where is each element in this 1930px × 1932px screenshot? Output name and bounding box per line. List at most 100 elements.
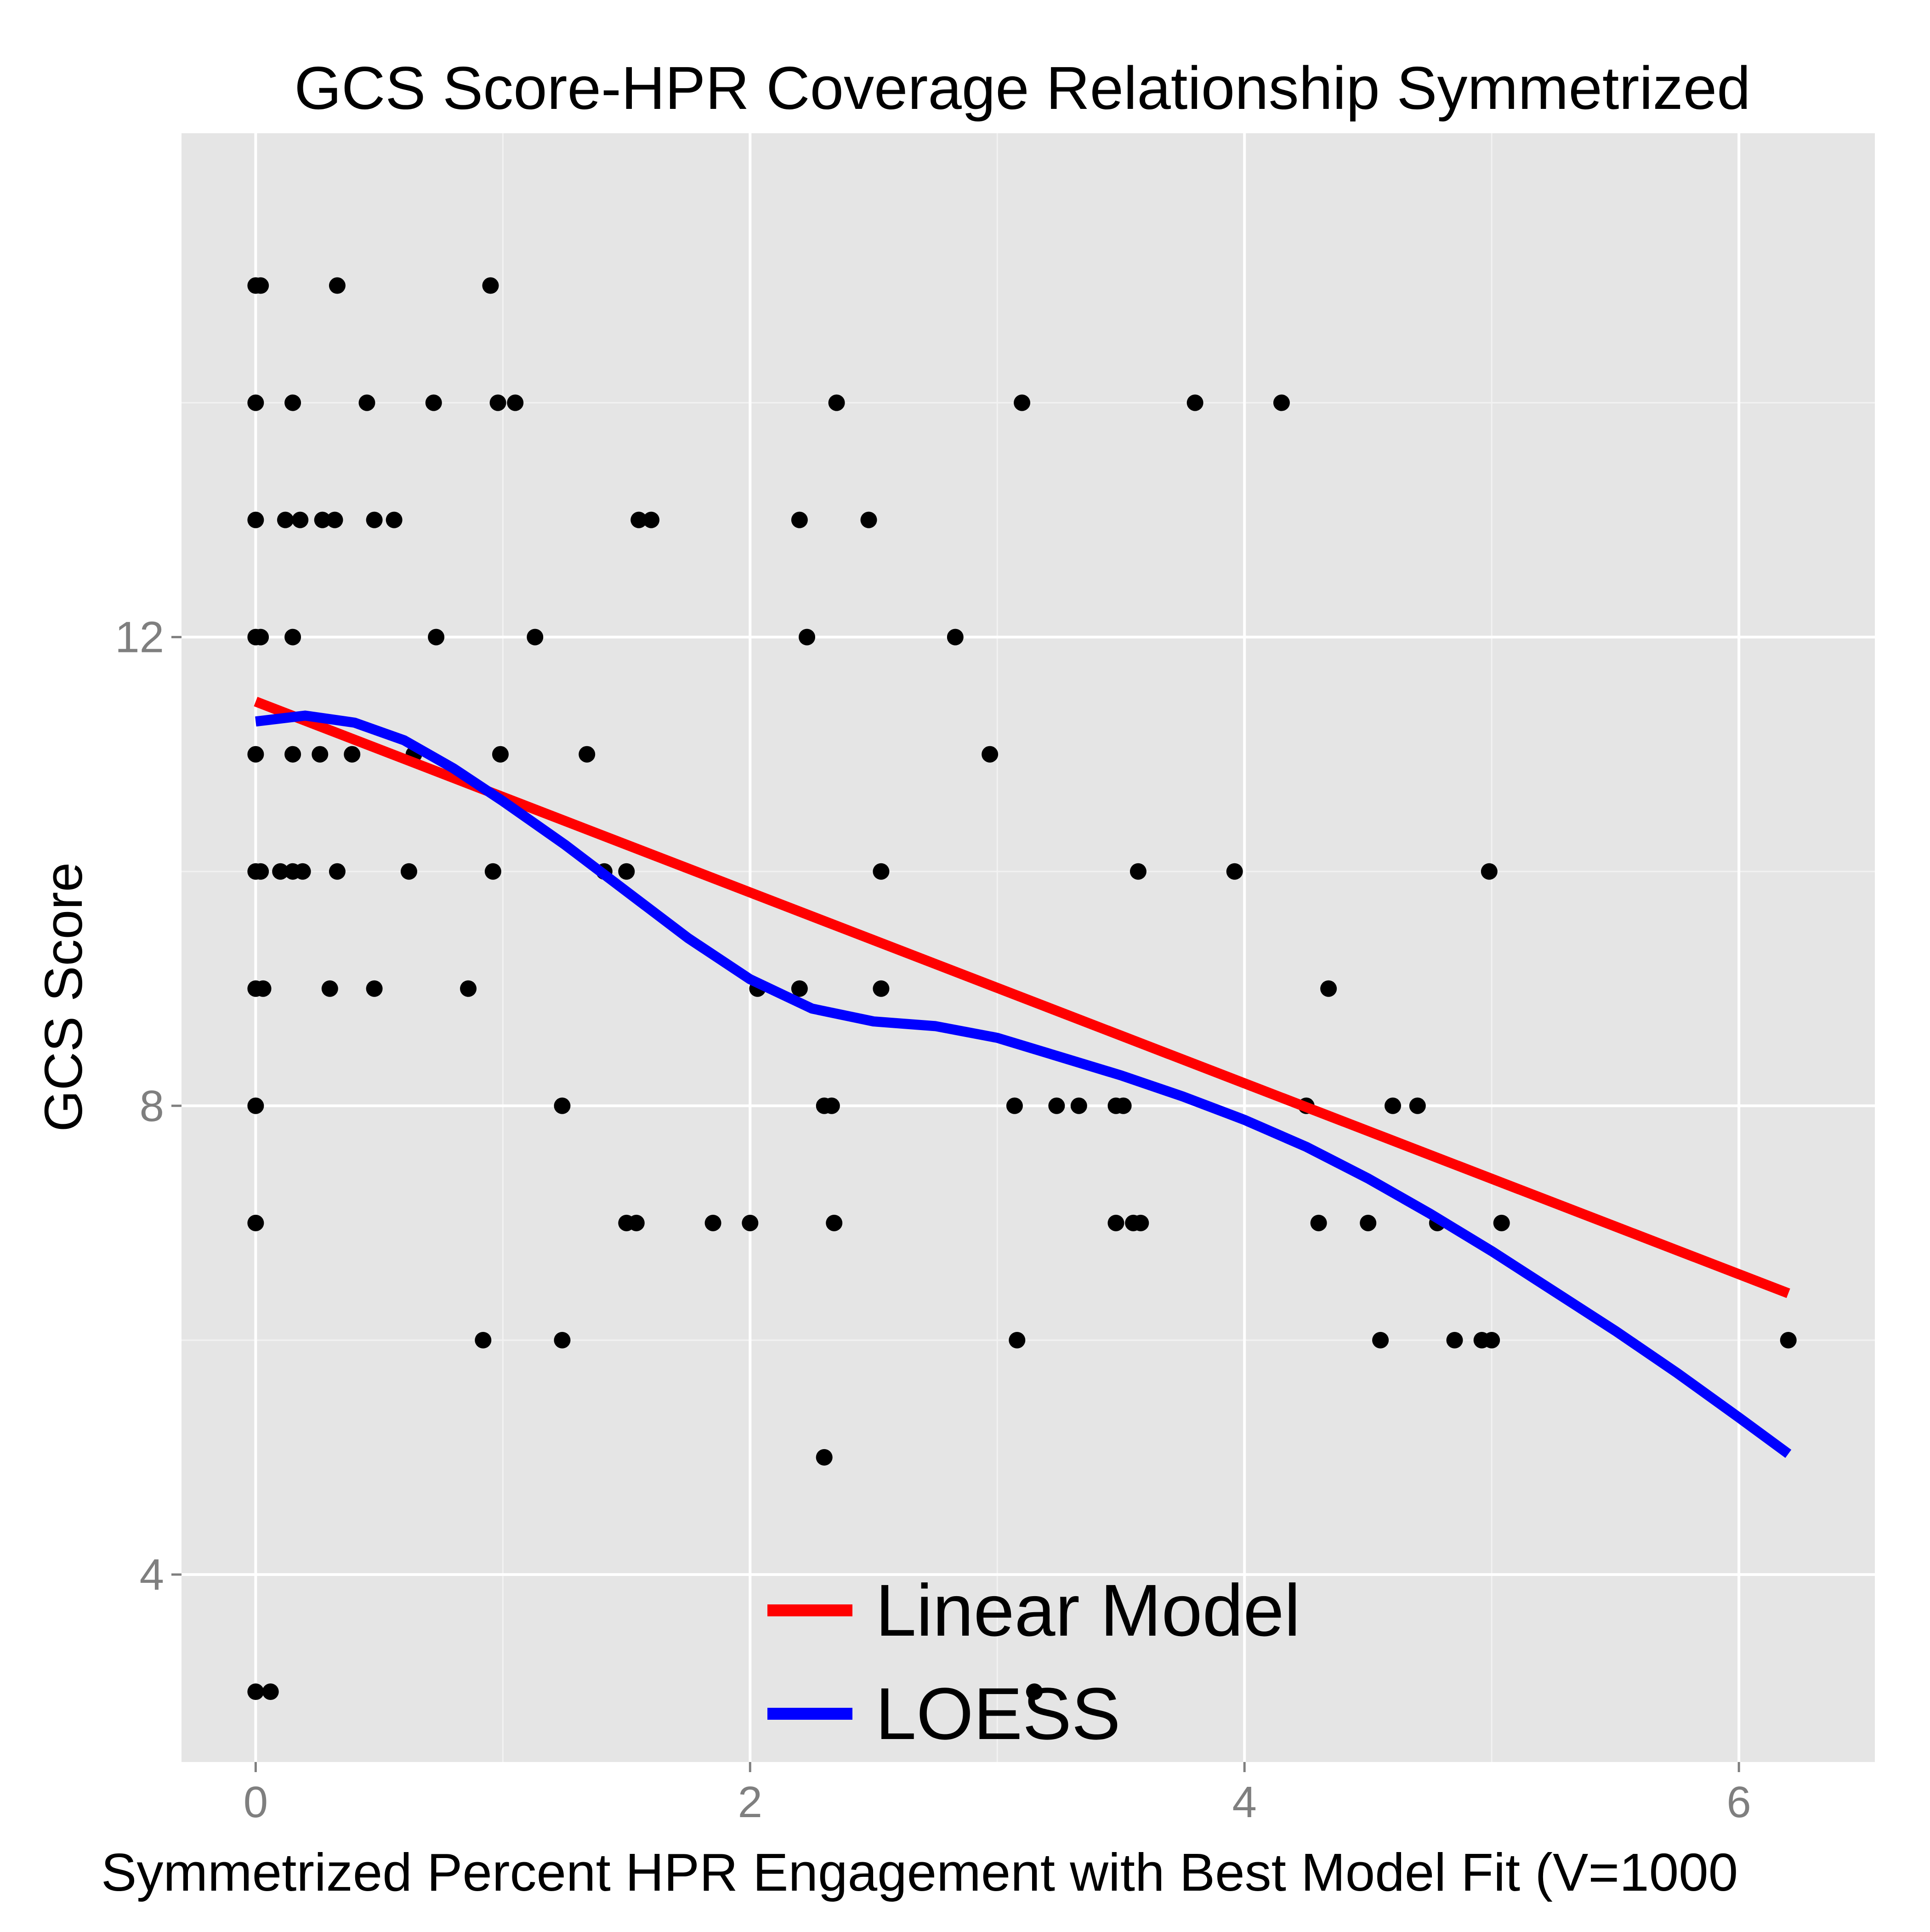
data-point <box>484 863 501 880</box>
data-point <box>1014 394 1031 411</box>
data-point <box>321 980 338 997</box>
data-point <box>823 1097 840 1114</box>
data-point <box>579 746 596 763</box>
data-point <box>554 1331 571 1348</box>
y-tick-label: 4 <box>140 1550 164 1599</box>
data-point <box>828 394 845 411</box>
data-point <box>1493 1214 1510 1231</box>
y-tick-label: 12 <box>115 613 164 662</box>
data-point <box>799 629 816 646</box>
data-point <box>247 1097 264 1114</box>
data-point <box>618 863 635 880</box>
data-point <box>400 863 417 880</box>
data-point <box>630 511 647 528</box>
data-point <box>272 863 289 880</box>
data-point <box>252 277 269 294</box>
data-point <box>1115 1097 1132 1114</box>
data-point <box>1273 394 1290 411</box>
data-point <box>247 1214 264 1231</box>
data-point <box>1409 1097 1426 1114</box>
data-point <box>386 511 403 528</box>
plot-area <box>182 133 1875 1762</box>
data-point <box>1481 863 1498 880</box>
data-point <box>1026 1683 1043 1700</box>
data-point <box>247 1683 264 1700</box>
data-point <box>329 277 346 294</box>
plot-panel <box>182 133 1875 1762</box>
data-point <box>284 394 301 411</box>
data-point <box>1384 1097 1401 1114</box>
data-point <box>460 980 477 997</box>
data-point <box>284 746 301 763</box>
data-layer <box>247 277 1797 1700</box>
data-point <box>326 511 343 528</box>
legend-label-loess: LOESS <box>875 1672 1121 1755</box>
data-point <box>1483 1331 1500 1348</box>
x-tick-label: 0 <box>244 1778 268 1827</box>
data-point <box>1310 1214 1327 1231</box>
data-point <box>791 980 808 997</box>
data-point <box>255 980 272 997</box>
data-point <box>247 746 264 763</box>
data-point <box>247 394 264 411</box>
x-tick-label: 2 <box>738 1778 762 1827</box>
data-point <box>947 629 964 646</box>
data-point <box>643 511 660 528</box>
data-point <box>252 863 269 880</box>
data-point <box>492 746 509 763</box>
data-point <box>554 1097 571 1114</box>
data-point <box>284 629 301 646</box>
x-tick-label: 4 <box>1232 1778 1257 1827</box>
data-point <box>262 1683 279 1700</box>
data-point <box>482 277 499 294</box>
data-point <box>527 629 544 646</box>
data-point <box>475 1331 492 1348</box>
data-point <box>312 746 329 763</box>
data-point <box>1130 863 1147 880</box>
y-axis-label: GCS Score <box>34 862 93 1132</box>
data-point <box>826 1214 843 1231</box>
data-point <box>704 1214 721 1231</box>
data-point <box>292 511 309 528</box>
data-point <box>344 746 361 763</box>
data-point <box>1780 1331 1797 1348</box>
data-point <box>982 746 999 763</box>
data-point <box>247 511 264 528</box>
data-point <box>314 511 331 528</box>
data-point <box>1009 1331 1026 1348</box>
data-point <box>860 511 877 528</box>
data-point <box>329 863 346 880</box>
data-point <box>1070 1097 1087 1114</box>
data-point <box>277 511 294 528</box>
data-point <box>252 629 269 646</box>
loess-line <box>255 710 1792 1458</box>
data-point <box>791 511 808 528</box>
data-point <box>628 1214 645 1231</box>
data-point <box>742 1214 759 1231</box>
data-point <box>507 394 524 411</box>
chart-title: GCS Score-HPR Coverage Relationship Symm… <box>294 54 1750 122</box>
y-tick-label: 8 <box>140 1082 164 1131</box>
x-tick-label: 6 <box>1726 1778 1751 1827</box>
axes: 0 2 4 6 4 8 12 <box>115 613 1751 1827</box>
data-point <box>873 980 890 997</box>
data-point <box>358 394 375 411</box>
data-point <box>1372 1331 1389 1348</box>
data-point <box>1006 1097 1023 1114</box>
data-point <box>489 394 506 411</box>
data-point <box>1446 1331 1463 1348</box>
data-point <box>428 629 445 646</box>
data-point <box>1107 1214 1124 1231</box>
data-point <box>366 511 383 528</box>
data-point <box>1320 980 1337 997</box>
data-point <box>1048 1097 1065 1114</box>
data-point <box>816 1449 833 1466</box>
data-point <box>1186 394 1203 411</box>
x-axis-label: Symmetrized Percent HPR Engagement with … <box>101 1842 1738 1902</box>
data-point <box>425 394 442 411</box>
data-point <box>1360 1214 1377 1231</box>
data-point <box>294 863 311 880</box>
data-point <box>1132 1214 1149 1231</box>
